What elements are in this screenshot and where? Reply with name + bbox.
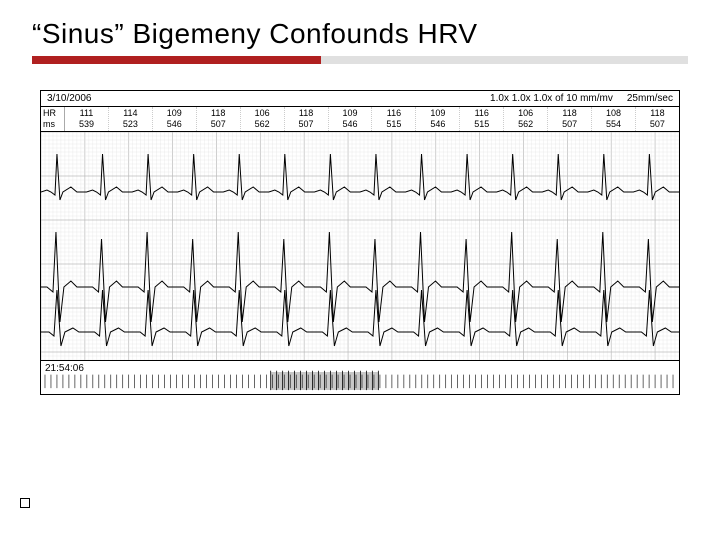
ecg-strip (41, 132, 679, 360)
ecg-data-cell: 118507 (197, 107, 241, 131)
title-divider (32, 56, 688, 64)
ecg-data-cell: 118507 (636, 107, 679, 131)
ecg-row-labels: HR ms (41, 107, 65, 131)
ecg-panel: 3/10/2006 1.0x 1.0x 1.0x of 10 mm/mv 25m… (40, 90, 680, 395)
divider-red (32, 56, 321, 64)
slide-title: “Sinus” Bigemeny Confounds HRV (32, 18, 688, 50)
ecg-data-cell: 116515 (372, 107, 416, 131)
ecg-scale: 1.0x 1.0x 1.0x of 10 mm/mv (490, 93, 613, 104)
ecg-data-cell: 109546 (329, 107, 373, 131)
ecg-data-rows: HR ms 1115391145231095461185071065621185… (41, 107, 679, 132)
ecg-footer: 21:54:06 (41, 360, 679, 394)
ecg-data-cell: 111539 (65, 107, 109, 131)
ecg-data-cell: 118507 (285, 107, 329, 131)
ms-label: ms (43, 119, 62, 130)
ecg-data-cell: 106562 (241, 107, 285, 131)
ecg-data-cell: 109546 (416, 107, 460, 131)
ecg-header: 3/10/2006 1.0x 1.0x 1.0x of 10 mm/mv 25m… (41, 91, 679, 107)
ecg-data-cell: 116515 (460, 107, 504, 131)
ecg-data-cell: 106562 (504, 107, 548, 131)
ecg-speed: 25mm/sec (627, 93, 673, 104)
ecg-data-cell: 108554 (592, 107, 636, 131)
divider-gray (321, 56, 688, 64)
ecg-data-cell: 114523 (109, 107, 153, 131)
ecg-date: 3/10/2006 (47, 93, 92, 104)
bullet-icon (20, 498, 30, 508)
ecg-data-cell: 109546 (153, 107, 197, 131)
hr-label: HR (43, 108, 62, 119)
ecg-data-cell: 118507 (548, 107, 592, 131)
